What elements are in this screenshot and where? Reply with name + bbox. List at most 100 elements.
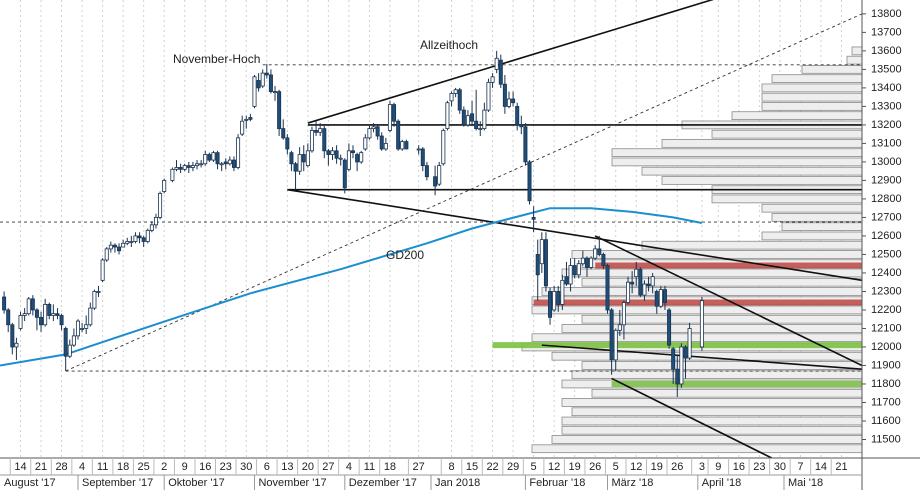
candle-body (186, 165, 191, 168)
candle-body (662, 289, 667, 303)
candle-body (420, 148, 425, 167)
candle-body (609, 309, 614, 361)
x-tick-label: 2 (161, 461, 167, 473)
volume-profile-bar (561, 416, 862, 426)
y-tick-label: 13200 (871, 119, 902, 131)
candle-body (400, 141, 405, 150)
candle-body (240, 120, 245, 135)
candle-body (334, 150, 339, 159)
trend-line (541, 344, 862, 370)
volume-profile-bar (846, 55, 862, 65)
month-label: November '17 (258, 477, 326, 489)
x-tick-label: 26 (589, 461, 601, 473)
candle-body (47, 304, 52, 316)
candle-body (84, 324, 89, 329)
x-tick-label: 16 (733, 461, 745, 473)
candle-body (552, 291, 557, 311)
candle-body (256, 80, 261, 89)
x-tick-label: 6 (264, 461, 270, 473)
candle-body (441, 130, 446, 165)
candle-body (392, 104, 397, 122)
candle-body (597, 248, 602, 255)
candle-body (34, 309, 39, 318)
candle-body (535, 254, 540, 276)
candle-body (231, 159, 236, 168)
candle-body (30, 298, 35, 311)
volume-profile-bar (551, 435, 862, 444)
candle-body (104, 248, 109, 261)
volume-profile-bar (611, 148, 862, 157)
candle-body (617, 324, 622, 331)
candle-body (158, 192, 163, 218)
x-tick-label: 20 (302, 461, 314, 473)
y-tick-label: 13400 (871, 82, 902, 94)
candle-body (650, 276, 655, 287)
candle-body (478, 128, 483, 131)
candle-body (162, 180, 167, 192)
candle-body (396, 120, 401, 150)
candle-body (264, 72, 269, 76)
volume-profile-bar (661, 176, 862, 185)
candle-body (572, 265, 577, 276)
candle-body (121, 242, 126, 248)
x-tick-label: 5 (613, 461, 619, 473)
candle-body (330, 150, 335, 155)
candle-body (137, 235, 142, 239)
candle-body (43, 304, 48, 326)
candle-body (314, 130, 319, 133)
month-label: Mai '18 (788, 477, 823, 489)
candle-body (223, 161, 228, 165)
x-tick-label: 9 (715, 461, 721, 473)
candle-body (519, 124, 524, 128)
candle-body (363, 137, 368, 150)
volume-profile-bar (761, 102, 862, 111)
candle-body (482, 109, 487, 130)
candle-body (219, 163, 224, 166)
x-tick-label: 16 (199, 461, 211, 473)
candle-body (55, 313, 60, 316)
candle-body (248, 117, 253, 120)
candle-body (297, 154, 302, 172)
candle-body (667, 309, 672, 346)
month-label: Februar '18 (529, 477, 585, 489)
candle-body (289, 152, 294, 165)
volume-profile-bar (781, 222, 862, 232)
x-tick-label: 30 (240, 461, 252, 473)
x-tick-label: 11 (364, 461, 375, 473)
y-tick-label: 13000 (871, 156, 902, 168)
candle-body (465, 115, 470, 126)
candle-body (215, 152, 220, 165)
y-tick-label: 13500 (871, 63, 902, 75)
candle-body (309, 130, 314, 152)
candle-body (92, 291, 97, 309)
x-tick-label: 14 (14, 461, 26, 473)
candle-body (375, 126, 380, 137)
candle-body (474, 120, 479, 130)
candle-body (195, 163, 200, 167)
candle-body (486, 81, 491, 111)
candle-body (203, 154, 208, 165)
y-tick-label: 11500 (871, 433, 901, 445)
candle-body (59, 315, 64, 326)
candle-body (523, 126, 528, 163)
y-tick-label: 13600 (871, 45, 902, 57)
y-tick-label: 11700 (871, 396, 901, 408)
candle-body (285, 137, 290, 150)
volume-profile-bar (611, 157, 862, 167)
x-tick-label: 5 (531, 461, 537, 473)
candle-body (96, 291, 101, 293)
candle-body (305, 150, 310, 167)
volume-profile-bar (571, 250, 862, 259)
y-tick-label: 12500 (871, 248, 902, 260)
x-tick-label: 19 (569, 461, 581, 473)
candle-body (244, 118, 249, 121)
candle-body (63, 328, 68, 357)
candle-body (182, 165, 187, 170)
candle-body (125, 241, 130, 244)
candle-body (626, 281, 631, 303)
volume-profile-bar (711, 194, 862, 204)
volume-profile-bar (661, 139, 862, 148)
x-tick-label: 7 (797, 461, 803, 473)
y-tick-label: 12600 (871, 230, 902, 242)
